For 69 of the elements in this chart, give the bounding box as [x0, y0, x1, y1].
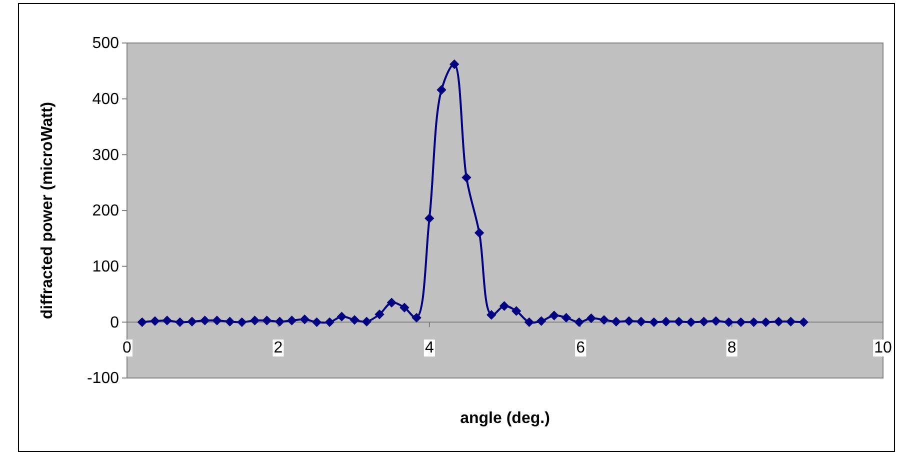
- point: [324, 317, 334, 328]
- point: [511, 306, 522, 316]
- x-tick-label: 8: [727, 340, 736, 357]
- y-tick-label: 100: [92, 258, 120, 276]
- point: [436, 85, 446, 95]
- point: [724, 317, 734, 328]
- point: [574, 317, 584, 328]
- point: [474, 228, 484, 238]
- y-tick-label: 300: [92, 146, 120, 164]
- point: [698, 316, 709, 326]
- x-tick-label: 4: [424, 340, 434, 357]
- point: [661, 316, 671, 326]
- point: [549, 310, 559, 320]
- point: [624, 316, 634, 326]
- x-tick-label: 6: [576, 340, 586, 357]
- point: [649, 317, 659, 328]
- point: [586, 313, 596, 324]
- point: [686, 317, 696, 328]
- y-tick-label: -100: [86, 370, 120, 388]
- point: [449, 59, 460, 70]
- point: [798, 317, 808, 328]
- point: [250, 316, 260, 326]
- point: [274, 316, 285, 326]
- y-tick-label: 200: [92, 202, 120, 220]
- point: [599, 315, 609, 325]
- x-tick-label: 10: [874, 340, 892, 357]
- point: [760, 317, 771, 328]
- y-axis-title: diffracted power (microWatt): [39, 102, 56, 320]
- point: [611, 316, 621, 326]
- point: [400, 302, 410, 312]
- x-tick-label: 2: [274, 340, 283, 357]
- point: [499, 301, 510, 311]
- point: [674, 316, 684, 326]
- x-tick-label: 0: [122, 340, 132, 357]
- point: [336, 312, 347, 322]
- point: [561, 312, 572, 323]
- point: [774, 316, 784, 326]
- y-tick-label: 400: [92, 90, 120, 108]
- y-tick-label: 0: [110, 314, 120, 332]
- point: [350, 315, 360, 325]
- point: [424, 213, 434, 224]
- point: [486, 310, 496, 320]
- point: [162, 316, 172, 326]
- point: [386, 298, 396, 308]
- point: [224, 316, 235, 326]
- point: [374, 310, 384, 320]
- point: [462, 172, 472, 182]
- point: [748, 317, 759, 328]
- x-axis-title: angle (deg.): [460, 410, 550, 427]
- point: [524, 317, 534, 328]
- point: [187, 316, 197, 326]
- point: [312, 317, 322, 328]
- point: [636, 316, 646, 326]
- point: [137, 317, 147, 328]
- point: [212, 316, 222, 326]
- point: [237, 317, 247, 328]
- point: [412, 312, 422, 323]
- point: [175, 317, 185, 328]
- point: [262, 316, 272, 326]
- point: [711, 316, 721, 326]
- point: [300, 314, 310, 324]
- point: [286, 316, 297, 326]
- y-tick-label: 500: [92, 35, 120, 52]
- point: [736, 317, 746, 328]
- point: [536, 316, 546, 326]
- point: [150, 316, 160, 326]
- point: [362, 316, 372, 326]
- point: [200, 316, 210, 326]
- point: [786, 316, 796, 326]
